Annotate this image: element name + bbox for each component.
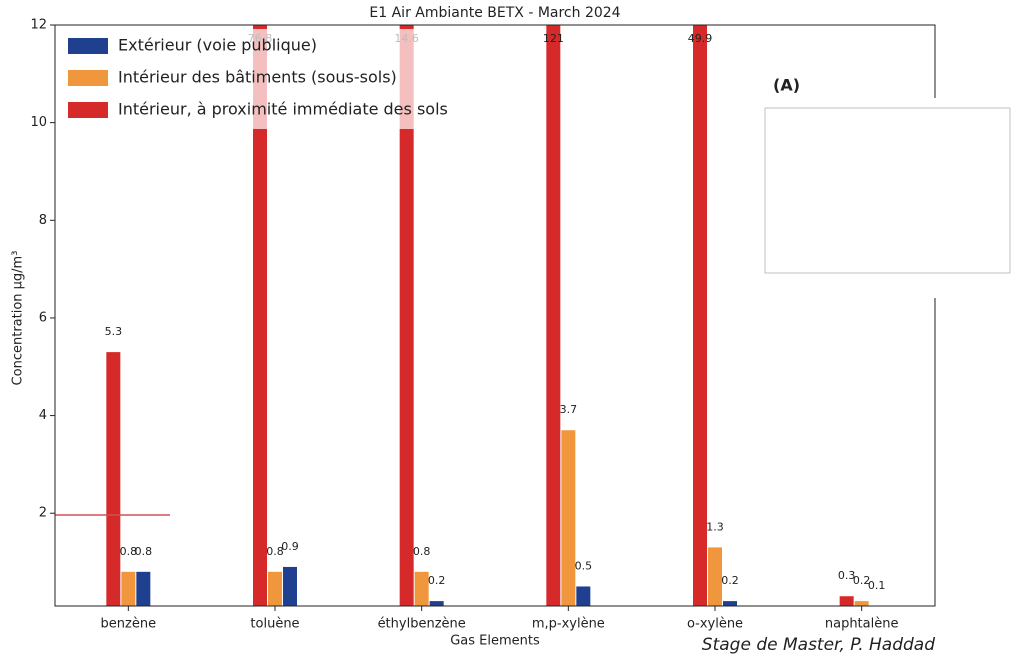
x-tick-label: m,p-xylène: [532, 617, 605, 632]
legend-label: Intérieur, à proximité immédiate des sol…: [118, 100, 448, 119]
data-label: 0.2: [853, 574, 871, 587]
bar: [253, 25, 267, 606]
bar: [121, 571, 136, 606]
y-tick-label: 4: [39, 408, 47, 423]
bar: [693, 25, 707, 606]
bar: [854, 601, 869, 606]
x-tick-label: benzène: [101, 617, 157, 632]
bar: [429, 601, 444, 606]
legend-swatch: [68, 102, 108, 118]
bar: [283, 566, 297, 606]
chart-title: E1 Air Ambiante BETX - March 2024: [369, 5, 620, 21]
x-axis-label: Gas Elements: [450, 634, 540, 649]
legend-label: Extérieur (voie publique): [118, 36, 317, 55]
x-tick-label: toluène: [250, 617, 299, 632]
y-axis-label: Concentration µg/m³: [11, 251, 26, 386]
inset-plot: [764, 107, 1011, 274]
legend-swatch: [68, 38, 108, 54]
data-label: 0.8: [135, 545, 153, 558]
data-label: 0.3: [838, 569, 856, 582]
legend-label: Intérieur des bâtiments (sous-sols): [118, 68, 397, 87]
bar: [839, 596, 854, 606]
credit: Stage de Master, P. Haddad: [702, 635, 935, 655]
data-label: 0.9: [281, 540, 299, 553]
data-label: 1.3: [706, 520, 724, 533]
bar: [708, 547, 722, 606]
data-label: 5.3: [105, 325, 123, 338]
data-label: 0.8: [120, 545, 138, 558]
data-label: 121: [543, 32, 564, 45]
y-tick-label: 6: [39, 310, 47, 325]
x-tick-label: o-xylène: [687, 617, 743, 632]
data-label: 49.9: [688, 32, 713, 45]
bar: [106, 352, 121, 606]
inset-label: (A): [773, 76, 800, 95]
legend-box: [60, 29, 480, 129]
x-tick-label: naphtalène: [825, 617, 899, 632]
bar: [399, 25, 414, 606]
bar: [136, 571, 151, 606]
inset: (A): [755, 76, 1017, 298]
data-label: 0.5: [575, 559, 593, 572]
axes-frame: [54, 24, 936, 607]
bar: [576, 586, 591, 606]
legend-swatch: [68, 70, 108, 86]
y-tick-label: 8: [39, 213, 47, 228]
data-label: 0.8: [413, 545, 431, 558]
y-tick-label: 2: [39, 506, 47, 521]
bar: [561, 430, 576, 606]
data-label: 0.8: [266, 545, 284, 558]
data-label: 3.7: [560, 403, 578, 416]
bar: [268, 571, 282, 606]
plot: [106, 25, 869, 606]
y-tick-label: 10: [30, 115, 47, 130]
y-tick-label: 12: [30, 18, 47, 33]
x-tick-label: éthylbenzène: [378, 617, 466, 632]
inset-box: [755, 98, 1017, 298]
bar: [723, 601, 737, 606]
data-label: 0.2: [428, 574, 446, 587]
bar: [414, 571, 429, 606]
data-label: 0.2: [721, 574, 739, 587]
bar: [546, 25, 561, 606]
data-label: 0.1: [868, 579, 886, 592]
